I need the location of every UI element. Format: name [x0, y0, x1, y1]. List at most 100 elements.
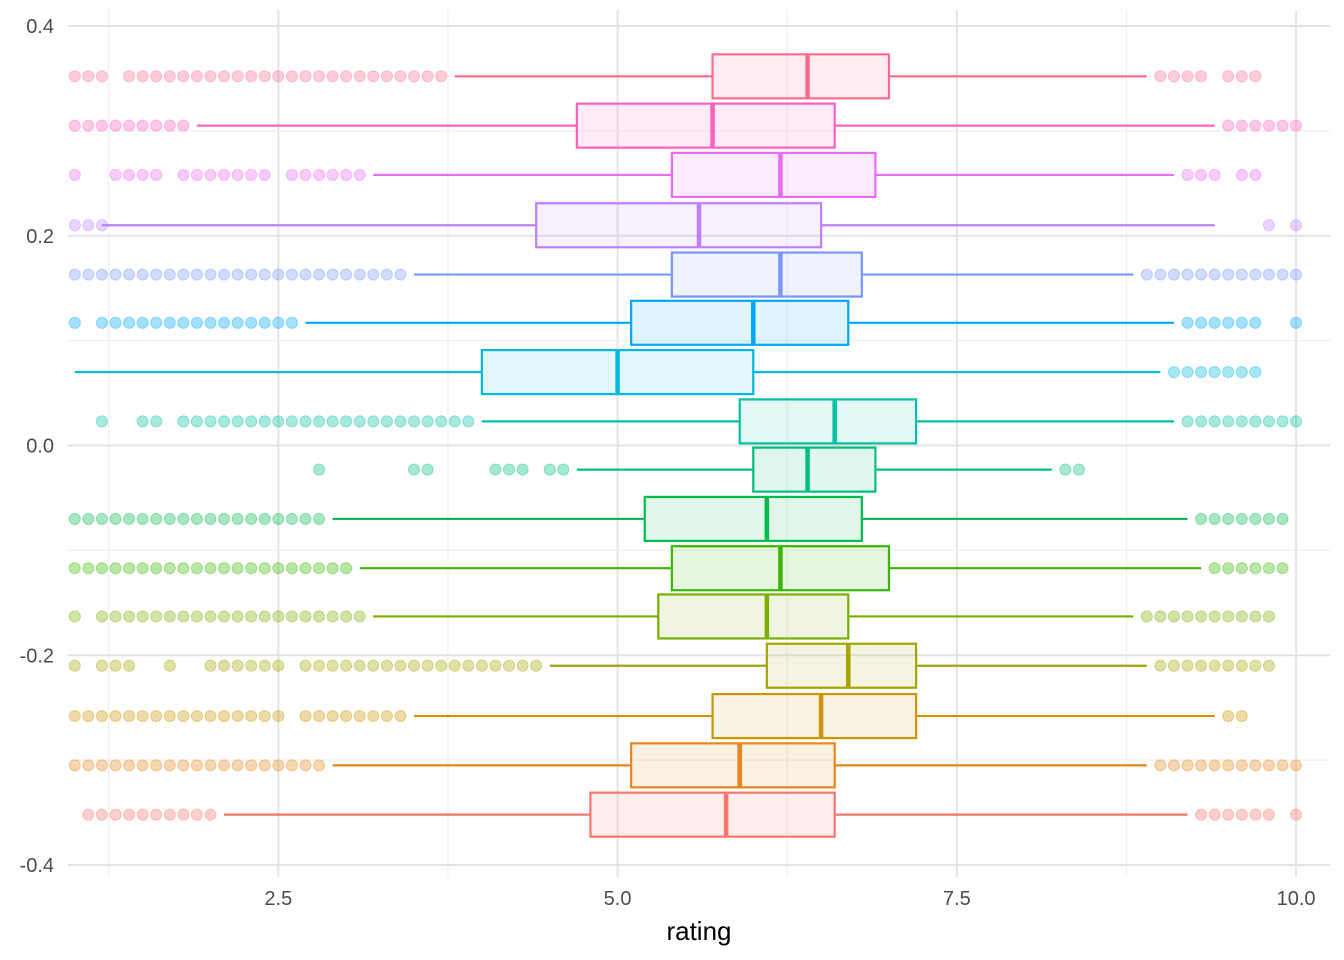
outlier-point [1167, 759, 1181, 772]
outlier-point [1208, 168, 1221, 182]
outlier-point [1194, 316, 1208, 329]
outlier-point [109, 709, 122, 723]
outlier-point [285, 268, 299, 281]
outlier-point [1222, 512, 1235, 526]
outlier-point [353, 610, 366, 623]
outlier-point [95, 759, 109, 772]
outlier-point [340, 168, 353, 182]
outlier-point [1249, 268, 1262, 281]
outlier-point [421, 415, 434, 428]
outlier-point [353, 168, 366, 182]
outlier-point [1262, 808, 1276, 821]
outlier-point [272, 659, 285, 672]
outlier-point [516, 659, 529, 672]
outlier-point [1194, 759, 1208, 772]
outlier-point [1249, 759, 1262, 772]
outlier-point [1235, 759, 1248, 772]
outlier-point [1167, 610, 1181, 623]
outlier-point [299, 759, 312, 772]
outlier-point [231, 268, 244, 281]
outlier-point [68, 562, 81, 575]
outlier-point [1289, 119, 1303, 132]
outlier-point [1262, 759, 1276, 772]
outlier-point [109, 562, 122, 575]
outlier-point [163, 709, 176, 723]
outlier-point [1235, 610, 1248, 623]
outlier-point [150, 610, 163, 623]
outlier-point [258, 268, 271, 281]
outlier-point [299, 268, 312, 281]
y-tick-label: 0.0 [26, 436, 54, 458]
outlier-point [1194, 659, 1208, 672]
outlier-point [1235, 512, 1248, 526]
outlier-point [312, 759, 326, 772]
outlier-point [258, 759, 271, 772]
outlier-point [68, 268, 81, 281]
outlier-point [122, 512, 136, 526]
outlier-point [1235, 808, 1248, 821]
outlier-point [312, 512, 326, 526]
outlier-point [190, 512, 204, 526]
outlier-point [122, 168, 136, 182]
outlier-point [1222, 365, 1235, 379]
outlier-point [204, 659, 217, 672]
outlier-point [217, 70, 231, 83]
outlier-point [1194, 168, 1208, 182]
outlier-point [421, 70, 434, 83]
outlier-point [1208, 808, 1221, 821]
outlier-point [258, 562, 271, 575]
box-iqr [630, 742, 836, 789]
outlier-point [340, 415, 353, 428]
outlier-point [299, 168, 312, 182]
boxplot-group [95, 398, 1303, 445]
outlier-point [285, 168, 299, 182]
outlier-point [190, 70, 204, 83]
outlier-point [204, 168, 217, 182]
outlier-point [109, 119, 122, 132]
outlier-point [109, 268, 122, 281]
outlier-point [82, 512, 95, 526]
outlier-point [122, 759, 136, 772]
outlier-point [1181, 365, 1194, 379]
outlier-point [95, 709, 109, 723]
outlier-point [1249, 610, 1262, 623]
outlier-point [95, 415, 109, 428]
outlier-point [122, 808, 136, 821]
outlier-point [1059, 463, 1072, 476]
outlier-point [1208, 415, 1221, 428]
outlier-point [1276, 415, 1289, 428]
outlier-point [299, 512, 312, 526]
outlier-point [136, 168, 149, 182]
outlier-point [1249, 365, 1262, 379]
outlier-point [217, 268, 231, 281]
outlier-point [150, 759, 163, 772]
y-tick-label: 0.2 [26, 226, 54, 248]
outlier-point [231, 709, 244, 723]
outlier-point [177, 415, 190, 428]
outlier-point [285, 415, 299, 428]
outlier-point [367, 709, 380, 723]
outlier-point [136, 759, 149, 772]
outlier-point [1181, 316, 1194, 329]
outlier-point [1249, 562, 1262, 575]
outlier-point [109, 808, 122, 821]
outlier-point [245, 316, 258, 329]
box-iqr [752, 446, 877, 493]
x-tick-label: 7.5 [943, 888, 971, 910]
outlier-point [82, 219, 95, 232]
boxplot-group [68, 202, 1303, 249]
outlier-point [543, 463, 556, 476]
box-iqr [670, 151, 877, 199]
outlier-point [150, 168, 163, 182]
outlier-point [122, 659, 136, 672]
outlier-point [1289, 759, 1303, 772]
outlier-point [367, 268, 380, 281]
box-iqr [765, 642, 918, 689]
outlier-point [68, 219, 81, 232]
outlier-point [272, 512, 285, 526]
outlier-point [245, 512, 258, 526]
outlier-point [312, 268, 326, 281]
outlier-point [353, 268, 366, 281]
outlier-point [95, 562, 109, 575]
outlier-point [217, 610, 231, 623]
